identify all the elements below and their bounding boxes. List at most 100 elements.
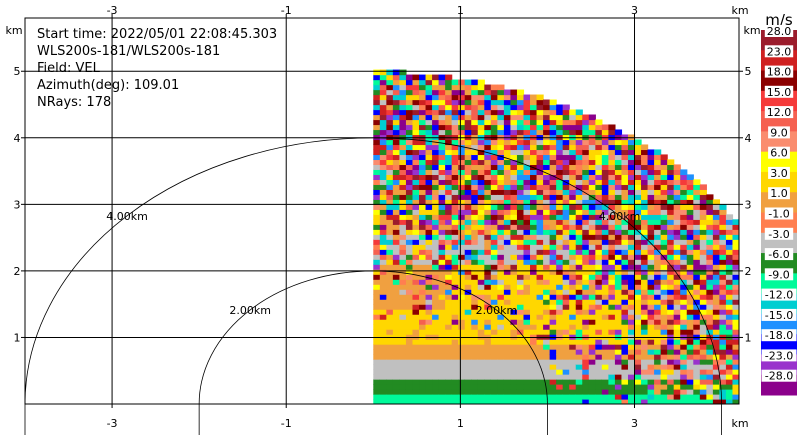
velocity-cell [425,344,433,350]
velocity-cell [673,289,681,295]
velocity-cell [405,289,414,295]
velocity-cell [588,394,596,400]
velocity-cell [647,334,655,340]
velocity-cell [536,354,544,360]
velocity-cell [471,309,479,315]
velocity-cell [543,129,551,136]
velocity-cell [614,254,623,260]
velocity-cell [392,124,401,131]
velocity-cell [419,284,427,290]
velocity-cell [595,294,603,300]
velocity-cell [516,354,525,360]
velocity-cell [660,239,668,245]
velocity-cell [601,204,609,210]
velocity-cell [516,314,525,320]
velocity-cell [621,354,629,360]
velocity-cell [634,309,642,315]
velocity-cell [386,179,394,185]
velocity-cell [392,249,401,255]
velocity-cell [562,204,570,210]
velocity-cell [549,339,557,345]
velocity-cell [752,379,759,385]
velocity-cell [543,374,551,380]
velocity-cell [484,129,492,136]
velocity-cell [458,369,466,375]
velocity-cell [686,254,694,260]
velocity-cell [451,274,459,280]
velocity-cell [785,399,792,405]
velocity-cell [549,324,557,330]
velocity-cell [569,264,577,270]
velocity-cell [654,244,662,250]
velocity-cell [516,279,525,285]
velocity-cell [405,214,414,220]
velocity-cell [471,334,479,340]
velocity-cell [739,344,746,350]
velocity-cell [405,79,414,86]
velocity-cell [712,224,721,230]
velocity-cell [536,294,544,300]
velocity-cell [425,294,433,300]
velocity-cell [746,314,753,320]
velocity-cell [392,139,401,146]
velocity-cell [484,164,492,170]
velocity-cell [536,379,544,385]
velocity-cell [660,204,668,210]
velocity-cell [549,329,557,335]
velocity-cell [660,324,668,330]
velocity-cell [379,139,387,146]
velocity-cell [464,214,472,220]
velocity-cell [536,219,544,225]
velocity-cell [510,144,518,151]
velocity-cell [373,84,381,91]
velocity-cell [425,364,433,370]
x-tick-label-top: 3 [631,4,638,17]
velocity-cell [373,174,381,180]
velocity-cell [405,159,414,166]
velocity-cell [425,269,433,275]
velocity-cell [654,149,662,156]
velocity-cell [732,289,739,295]
velocity-cell [680,209,688,215]
velocity-cell [412,314,420,320]
velocity-cell [392,74,401,81]
velocity-cell [464,364,472,370]
velocity-cell [680,334,688,340]
velocity-cell [686,234,694,240]
velocity-cell [373,94,381,101]
velocity-cell [614,294,623,300]
velocity-cell [706,269,714,275]
velocity-cell [712,204,721,210]
colorbar-label-bg [764,106,794,119]
velocity-cell [405,379,414,385]
velocity-cell [516,114,525,121]
velocity-cell [614,324,623,330]
velocity-cell [405,389,414,395]
velocity-cell [569,324,577,330]
velocity-cell [706,349,714,355]
velocity-cell [425,249,433,255]
velocity-cell [373,349,381,355]
velocity-cell [712,249,721,255]
velocity-cell [497,144,505,151]
velocity-cell [556,239,564,245]
velocity-cell [673,264,681,270]
velocity-cell [497,284,505,290]
velocity-cell [746,309,753,315]
velocity-cell [419,399,427,404]
velocity-cell [582,159,590,166]
velocity-cell [425,244,433,250]
velocity-cell [471,104,479,111]
velocity-cell [549,269,557,275]
velocity-cell [601,364,609,370]
velocity-cell [510,324,518,330]
velocity-cell [464,149,472,156]
velocity-cell [451,99,459,106]
velocity-cell [477,94,485,101]
velocity-cell [432,144,440,151]
velocity-cell [699,344,707,350]
velocity-cell [386,194,394,200]
velocity-cell [530,109,538,116]
velocity-cell [660,264,668,270]
velocity-cell [536,319,544,325]
